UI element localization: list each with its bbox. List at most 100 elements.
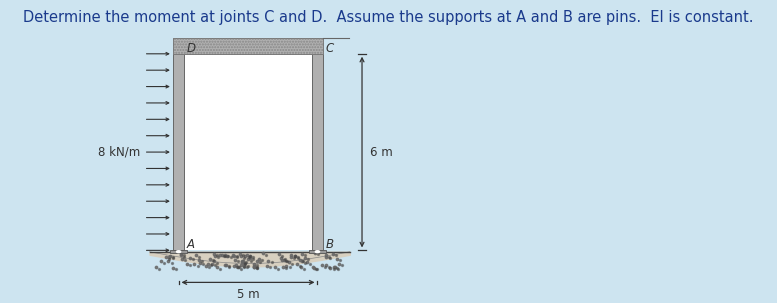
Point [181,261,193,266]
Point [308,250,321,255]
Point [275,255,287,260]
Point [204,256,216,261]
Point [236,258,249,263]
Point [193,255,205,259]
Point [273,251,285,256]
Point [285,252,298,257]
Point [295,259,308,264]
Point [208,253,221,258]
Point [254,260,267,265]
Point [153,266,166,271]
Point [261,263,274,268]
Point [277,264,289,269]
Point [269,265,281,270]
Point [297,259,309,264]
Point [296,251,308,256]
Bar [172,38,323,54]
Point [227,253,239,258]
Point [320,253,333,258]
Point [324,265,336,270]
Point [239,260,252,265]
Point [238,255,250,260]
Point [311,267,323,271]
Point [283,260,295,265]
Point [289,254,301,258]
Point [164,253,176,258]
Point [214,252,227,257]
Bar [309,250,326,253]
Point [178,254,190,259]
Point [278,257,291,262]
Point [320,255,333,259]
Point [302,257,315,261]
Point [201,261,214,266]
Point [235,266,248,271]
Point [219,262,232,267]
Point [204,263,217,268]
Point [310,266,322,271]
Point [299,261,312,265]
Point [239,261,252,266]
Point [228,253,240,258]
Point [170,267,183,271]
Point [191,264,204,268]
Point [244,253,256,258]
Point [219,254,232,258]
Point [291,262,303,267]
Point [323,254,336,259]
Point [281,259,294,264]
Bar [184,54,312,250]
Point [284,255,297,259]
Point [287,256,300,261]
Point [235,259,248,264]
Point [183,255,196,260]
Text: 5 m: 5 m [237,288,260,301]
Point [308,265,320,270]
Point [232,258,245,263]
Point [242,257,254,261]
Point [176,256,188,261]
Text: D: D [187,42,196,55]
Point [196,259,208,264]
Point [264,265,277,270]
Point [207,251,220,256]
Point [223,264,235,269]
Point [327,267,340,271]
Point [166,256,179,261]
Text: B: B [326,238,334,251]
Point [307,265,319,270]
Point [251,258,263,263]
Point [235,254,247,259]
Point [240,260,253,265]
Point [204,265,216,269]
Point [272,266,284,271]
Point [238,264,250,269]
Point [280,263,293,268]
Point [158,261,170,265]
Point [288,254,301,258]
Point [220,263,232,268]
Point [167,265,179,270]
Point [329,265,341,270]
Point [280,266,293,271]
Point [292,255,305,260]
Point [206,261,218,266]
Point [312,252,324,257]
Point [242,263,254,268]
Point [214,267,226,271]
Point [230,254,242,259]
Point [299,253,312,258]
Point [299,255,312,260]
Point [241,265,253,270]
Point [276,253,288,258]
Point [248,264,260,268]
Bar [172,54,184,250]
Point [331,266,343,271]
Point [238,263,250,268]
Point [211,265,223,270]
Point [330,256,343,261]
Point [236,260,249,265]
Point [323,256,336,261]
Point [322,264,335,269]
Point [218,254,230,258]
